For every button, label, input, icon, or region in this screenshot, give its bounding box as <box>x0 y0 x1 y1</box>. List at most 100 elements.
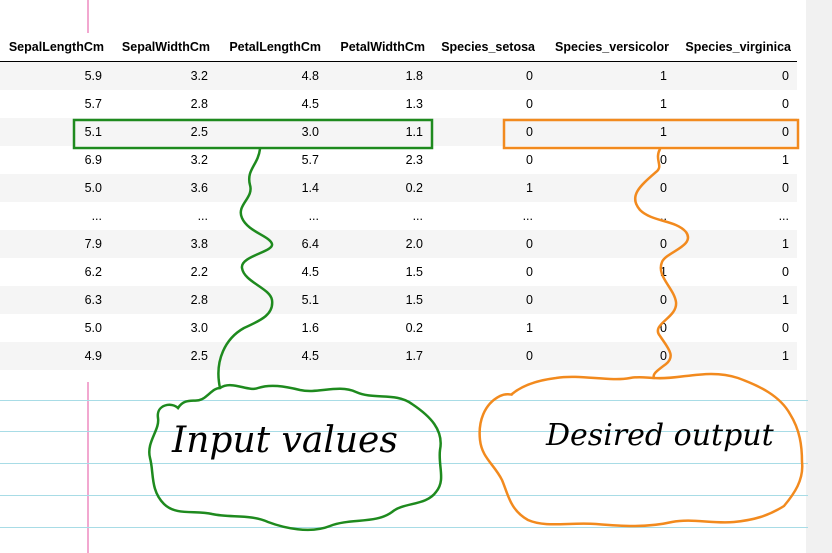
table-cell: 6.9 <box>0 146 110 174</box>
table-cell: 1 <box>675 146 797 174</box>
table-row: 5.0 3.0 1.6 0.2 1 0 0 <box>0 314 797 342</box>
table-cell: 2.5 <box>110 342 216 370</box>
table-row: 4.9 2.5 4.5 1.7 0 0 1 <box>0 342 797 370</box>
table-row: 6.9 3.2 5.7 2.3 0 0 1 <box>0 146 797 174</box>
table-cell: ... <box>0 202 110 230</box>
table-cell: 0 <box>541 146 675 174</box>
table-cell: 0 <box>541 342 675 370</box>
table-cell: 5.0 <box>0 314 110 342</box>
table-cell: 0 <box>431 286 541 314</box>
dataframe-table: SepalLengthCm SepalWidthCm PetalLengthCm Pe… <box>0 33 797 370</box>
table-cell: 2.3 <box>327 146 431 174</box>
scrollbar[interactable] <box>806 0 832 553</box>
table-cell: 3.8 <box>110 230 216 258</box>
table-cell: 1.8 <box>327 61 431 90</box>
table-cell: 1 <box>675 342 797 370</box>
table-cell: 0.2 <box>327 174 431 202</box>
table-cell: 1 <box>541 61 675 90</box>
table-cell: ... <box>216 202 327 230</box>
table-cell: 1 <box>431 174 541 202</box>
table-row: 6.2 2.2 4.5 1.5 0 1 0 <box>0 258 797 286</box>
table-cell: 2.8 <box>110 90 216 118</box>
table-cell: 3.2 <box>110 61 216 90</box>
table-row: ..................... <box>0 202 797 230</box>
table-cell: 2.5 <box>110 118 216 146</box>
table-cell: 3.0 <box>216 118 327 146</box>
table-row: 7.9 3.8 6.4 2.0 0 0 1 <box>0 230 797 258</box>
table-cell: 2.8 <box>110 286 216 314</box>
column-header: SepalLengthCm <box>0 33 110 62</box>
table-cell: 1 <box>675 286 797 314</box>
table-cell: 1 <box>541 118 675 146</box>
column-header: Species_versicolor <box>541 33 675 62</box>
table-cell: 4.8 <box>216 61 327 90</box>
header-row: SepalLengthCm SepalWidthCm PetalLengthCm Pe… <box>0 33 797 62</box>
table-cell: ... <box>110 202 216 230</box>
table-cell: 0 <box>541 230 675 258</box>
table-cell: 0 <box>675 174 797 202</box>
output-bubble-cloud <box>478 372 804 528</box>
table-row: 5.0 3.6 1.4 0.2 1 0 0 <box>0 174 797 202</box>
table-cell: 0 <box>675 118 797 146</box>
table-cell: 3.0 <box>110 314 216 342</box>
column-header: PetalLengthCm <box>216 33 327 62</box>
output-connector-squiggle <box>633 147 690 380</box>
table-cell: 0 <box>541 314 675 342</box>
table-cell: 5.9 <box>0 61 110 90</box>
desired-output-label: Desired output <box>546 418 774 453</box>
table-cell: ... <box>675 202 797 230</box>
table-cell: 0 <box>431 90 541 118</box>
input-highlight-box <box>72 118 434 150</box>
table-cell: 1.4 <box>216 174 327 202</box>
column-header: Species_setosa <box>431 33 541 62</box>
table-cell: ... <box>327 202 431 230</box>
table-cell: 1.6 <box>216 314 327 342</box>
table-cell: 0 <box>541 286 675 314</box>
table-cell: 4.5 <box>216 90 327 118</box>
paper-ruled-line <box>0 463 808 464</box>
table-cell: 7.9 <box>0 230 110 258</box>
column-header: PetalWidthCm <box>327 33 431 62</box>
table-cell: 1 <box>675 230 797 258</box>
table-cell: 0 <box>431 258 541 286</box>
table-cell: 5.7 <box>216 146 327 174</box>
column-header: Species_virginica <box>675 33 797 62</box>
table-cell: 0.2 <box>327 314 431 342</box>
paper-ruled-line <box>0 495 808 496</box>
table-cell: ... <box>431 202 541 230</box>
table-cell: 0 <box>675 258 797 286</box>
table-cell: 1.5 <box>327 286 431 314</box>
table-cell: 3.6 <box>110 174 216 202</box>
paper-margin-line-top <box>87 0 89 33</box>
table-cell: 0 <box>431 146 541 174</box>
table-cell: 0 <box>675 61 797 90</box>
input-connector-squiggle <box>217 147 274 390</box>
paper-ruled-line <box>0 527 808 528</box>
output-highlight-box <box>502 118 800 150</box>
input-bubble-cloud <box>148 383 443 532</box>
table-cell: 5.0 <box>0 174 110 202</box>
table-row: 5.7 2.8 4.5 1.3 0 1 0 <box>0 90 797 118</box>
table-cell: 0 <box>431 230 541 258</box>
input-values-label: Input values <box>172 420 398 461</box>
table-cell: 0 <box>675 90 797 118</box>
table-cell: 2.2 <box>110 258 216 286</box>
table-cell: 4.9 <box>0 342 110 370</box>
table-cell: 6.3 <box>0 286 110 314</box>
table-cell: 5.7 <box>0 90 110 118</box>
table-cell: 0 <box>431 342 541 370</box>
table-cell: 3.2 <box>110 146 216 174</box>
paper-margin-line-bottom <box>87 382 89 553</box>
table-row: 5.9 3.2 4.8 1.8 0 1 0 <box>0 61 797 90</box>
table-cell: 5.1 <box>0 118 110 146</box>
column-header: SepalWidthCm <box>110 33 216 62</box>
table-cell: 1.7 <box>327 342 431 370</box>
table-cell: 1.5 <box>327 258 431 286</box>
table-cell: 0 <box>431 118 541 146</box>
table-body: 5.9 3.2 4.8 1.8 0 1 0 5.7 2.8 4.5 1.3 0 1 0 5.1 2.5 3.0 1… <box>0 61 797 370</box>
table-row: 5.1 2.5 3.0 1.1 0 1 0 <box>0 118 797 146</box>
table-cell: 6.4 <box>216 230 327 258</box>
table-cell: 2.0 <box>327 230 431 258</box>
paper-ruled-line <box>0 431 808 432</box>
table-cell: 1 <box>541 90 675 118</box>
